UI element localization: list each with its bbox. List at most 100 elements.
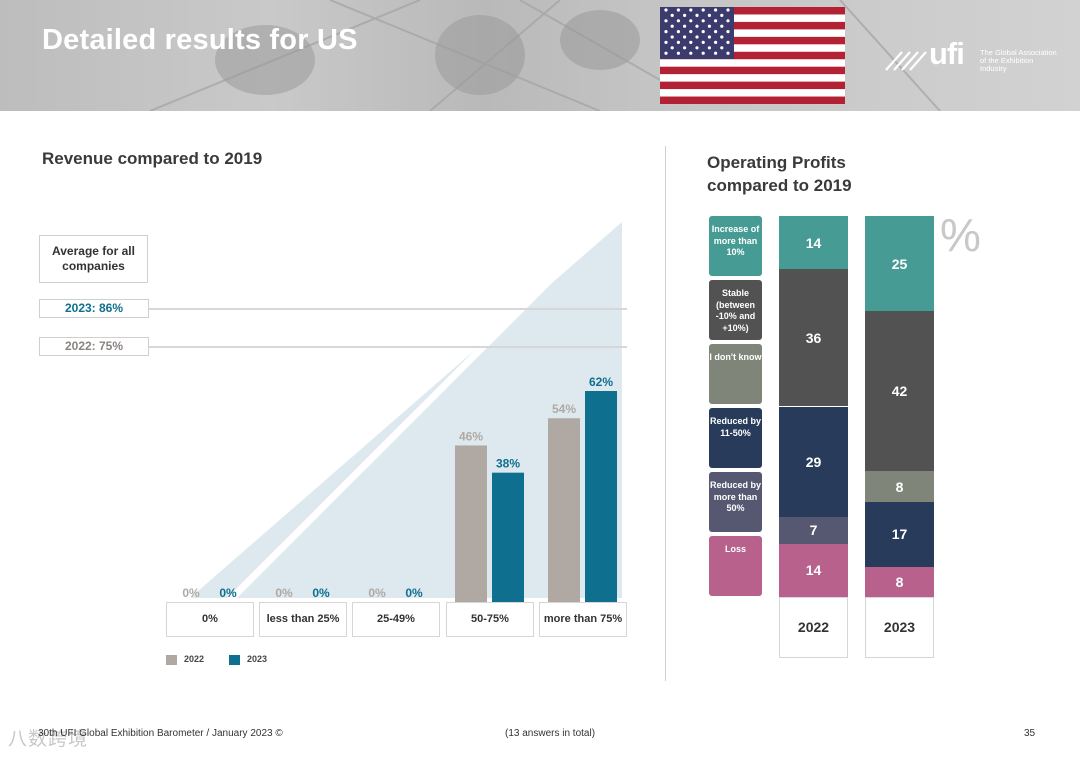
flag-star xyxy=(664,51,668,55)
flag-star xyxy=(707,35,711,39)
flag-star xyxy=(707,46,711,50)
flag-star xyxy=(726,30,730,34)
header-background-illustration xyxy=(149,0,941,111)
profit-legend-loss: Loss xyxy=(709,536,762,596)
flag-star xyxy=(676,51,680,55)
data-label-2022-4: 54% xyxy=(552,402,576,416)
ufi-logo-tagline: The Global Association of the Exhibition… xyxy=(980,48,1057,73)
average-2022-value: 2022: 75% xyxy=(39,337,149,356)
flag-star xyxy=(695,24,699,28)
flag-star xyxy=(701,51,705,55)
flag-star xyxy=(664,30,668,34)
stack-segment-2023: 25 xyxy=(865,216,934,312)
flag-star xyxy=(707,13,711,17)
flag-star xyxy=(714,40,718,45)
flag-star xyxy=(664,19,668,23)
profit-legend-increase: Increase of more than 10% xyxy=(709,216,762,276)
profit-legend-dont-know: I don't know xyxy=(709,344,762,404)
flag-star xyxy=(701,8,705,12)
flag-star xyxy=(683,24,687,28)
flag-star xyxy=(714,8,718,12)
data-label-2022-2: 0% xyxy=(368,586,386,600)
stack-segment-2022: 14 xyxy=(779,216,848,270)
profit-year-label: 2023 xyxy=(865,597,934,658)
flag-star xyxy=(676,8,680,12)
data-label-2022-3: 46% xyxy=(459,429,483,443)
flag-star xyxy=(676,40,680,45)
flag-star xyxy=(714,30,718,34)
flag-star xyxy=(664,40,668,45)
bar-2023-3 xyxy=(492,472,524,602)
bar-2022-4 xyxy=(548,418,580,602)
flag-star xyxy=(670,24,674,28)
flag-star xyxy=(726,40,730,45)
flag-star xyxy=(676,19,680,23)
flag-star xyxy=(689,30,693,34)
data-label-2022-1: 0% xyxy=(275,586,293,600)
flag-star xyxy=(695,46,699,50)
stack-segment-2022: 29 xyxy=(779,406,848,517)
profit-legend-reduced-50: Reduced by more than 50% xyxy=(709,472,762,532)
flag-star xyxy=(726,8,730,12)
flag-star xyxy=(720,35,724,39)
revenue-trend-arrow xyxy=(227,210,620,603)
category-label: less than 25% xyxy=(259,602,347,637)
stack-segment-2022: 14 xyxy=(779,543,848,597)
data-label-2023-4: 62% xyxy=(589,375,613,389)
stack-segment-2022: 36 xyxy=(779,269,848,407)
profits-title-line2: compared to 2019 xyxy=(707,176,852,195)
stack-segment-2023: 8 xyxy=(865,566,934,597)
flag-stripe xyxy=(660,81,845,90)
legend-label-2022: 2022 xyxy=(184,654,205,664)
flag-star xyxy=(683,35,687,39)
flag-stripe xyxy=(660,66,845,75)
flag-star xyxy=(720,46,724,50)
flag-star xyxy=(726,51,730,55)
profit-year-label: 2022 xyxy=(779,597,848,658)
footer-answers-note: (13 answers in total) xyxy=(505,728,596,739)
ufi-logo-icon xyxy=(885,51,927,71)
legend-swatch-2022 xyxy=(166,655,177,665)
average-2023-value: 2023: 86% xyxy=(39,299,149,318)
flag-star xyxy=(701,30,705,34)
flag-star xyxy=(720,13,724,17)
flag-stripe xyxy=(660,21,845,30)
data-label-2022-0: 0% xyxy=(182,586,200,600)
flag-star xyxy=(683,46,687,50)
stack-segment-2023: 42 xyxy=(865,311,934,472)
data-label-2023-3: 38% xyxy=(496,457,520,471)
average-label: Average for all companies xyxy=(39,235,148,283)
profit-stack-2023: 8 17 8 42 25 xyxy=(865,216,934,597)
profits-title-line1: Operating Profits xyxy=(707,153,846,172)
profit-stack-2022: 14 7 29 36 14 xyxy=(779,216,848,597)
profits-section-title: Operating Profits compared to 2019 xyxy=(707,151,852,197)
page-number: 35 xyxy=(1024,728,1036,739)
average-2023-line xyxy=(149,308,627,310)
flag-stripe xyxy=(660,7,845,15)
percent-sign: % xyxy=(940,209,981,261)
flag-star xyxy=(683,13,687,17)
footer-source: 30th UFI Global Exhibition Barometer / J… xyxy=(38,728,283,739)
flag-star xyxy=(707,24,711,28)
page-title: Detailed results for US xyxy=(42,24,358,56)
flag-star xyxy=(664,8,668,12)
flag-star xyxy=(714,19,718,23)
flag-stripe xyxy=(660,51,845,60)
data-label-2023-2: 0% xyxy=(405,586,423,600)
stack-segment-2023: 8 xyxy=(865,471,934,502)
us-flag-icon xyxy=(660,7,845,104)
flag-stripe xyxy=(660,36,845,45)
data-label-2023-1: 0% xyxy=(312,586,330,600)
stack-segment-2022: 7 xyxy=(779,516,848,544)
bar-2022-3 xyxy=(455,445,487,602)
flag-star xyxy=(689,8,693,12)
flag-star xyxy=(689,19,693,23)
flag-stripe xyxy=(660,96,845,104)
header-banner: Detailed results for US ufi The Global A… xyxy=(0,0,1080,111)
profit-legend-stable: Stable (between -10% and +10%) xyxy=(709,280,762,340)
flag-star xyxy=(701,19,705,23)
category-label: more than 75% xyxy=(539,602,627,637)
category-label: 0% xyxy=(166,602,254,637)
data-label-2023-0: 0% xyxy=(219,586,237,600)
flag-star xyxy=(720,24,724,28)
